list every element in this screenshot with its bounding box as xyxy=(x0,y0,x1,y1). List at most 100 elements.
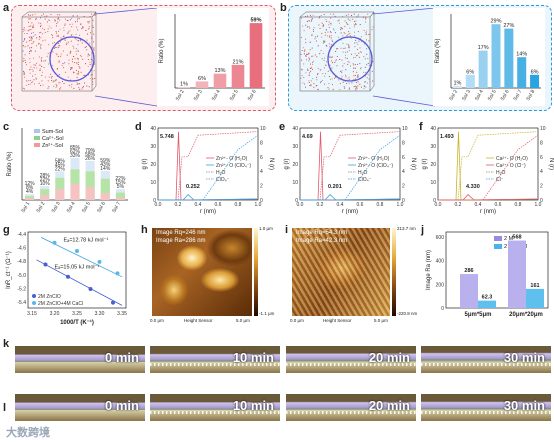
particle xyxy=(78,83,80,85)
particle xyxy=(32,14,34,16)
bar xyxy=(213,73,227,88)
particle xyxy=(85,46,87,48)
particle xyxy=(330,24,332,26)
legend-label: Sum-Sol xyxy=(42,129,63,135)
bar-2m xyxy=(460,274,478,308)
particle xyxy=(28,80,30,82)
sum-label: 58% xyxy=(55,158,66,164)
y-tick-label: 10 xyxy=(292,180,298,186)
y-axis-label-left: g (r) xyxy=(284,159,290,170)
particle xyxy=(311,63,314,65)
particle xyxy=(54,20,56,22)
particle xyxy=(43,60,45,62)
particle xyxy=(328,83,330,85)
particle xyxy=(57,68,59,70)
particle xyxy=(304,49,306,51)
particle xyxy=(316,76,318,78)
particle xyxy=(89,42,91,44)
particle xyxy=(350,14,353,16)
particle xyxy=(335,59,337,61)
particle xyxy=(348,50,351,52)
particle xyxy=(311,20,313,22)
afm-i-ra: Image Ra=42.3 nm xyxy=(296,238,348,244)
particle xyxy=(88,28,90,30)
simulation-box-a xyxy=(21,11,97,92)
right-tick-label: 2 xyxy=(402,184,405,190)
particle xyxy=(30,25,32,27)
particle xyxy=(38,43,40,45)
particle xyxy=(29,61,31,63)
sum-label: 28% xyxy=(40,173,51,179)
particle xyxy=(327,87,329,89)
particle xyxy=(71,26,73,28)
particle xyxy=(31,37,33,39)
particle xyxy=(363,85,365,87)
particle xyxy=(340,70,342,72)
particle xyxy=(52,37,54,39)
particle xyxy=(55,83,57,86)
particle xyxy=(71,61,74,63)
particle xyxy=(31,38,33,40)
bar-ca xyxy=(40,189,50,200)
particle xyxy=(92,19,94,21)
particle xyxy=(365,33,367,36)
particle xyxy=(74,62,76,64)
particle xyxy=(340,32,342,34)
legend-label: 2M ZnClO xyxy=(38,294,61,300)
bar xyxy=(491,24,501,88)
particle xyxy=(67,31,69,33)
legend-label: 2M ZnClO+4M CaCl xyxy=(38,301,83,307)
y-axis-label-right: N (r) xyxy=(410,158,416,170)
particle xyxy=(305,24,307,26)
zn-label: 14% xyxy=(100,166,111,172)
particle xyxy=(40,45,42,47)
particle xyxy=(315,40,317,42)
particle xyxy=(326,61,328,63)
particle xyxy=(69,23,71,25)
particle xyxy=(343,32,345,34)
particle xyxy=(33,83,36,85)
particle xyxy=(42,84,44,86)
particle xyxy=(44,31,46,33)
particle xyxy=(312,55,314,57)
particle xyxy=(319,27,321,30)
particle xyxy=(39,64,41,66)
particle xyxy=(90,13,92,15)
particle xyxy=(24,29,26,31)
particle xyxy=(25,64,27,66)
particle xyxy=(86,39,88,41)
y-tick-label: 0 xyxy=(441,306,444,312)
particle xyxy=(363,71,365,73)
x-tick-label: 1.0 xyxy=(397,202,404,208)
particle xyxy=(29,58,31,60)
particle xyxy=(56,35,58,37)
particle xyxy=(27,21,30,23)
particle xyxy=(339,58,341,60)
particle xyxy=(347,33,349,36)
microscopy-strip-l-3: 20 min xyxy=(286,394,416,421)
particle xyxy=(347,44,349,46)
x-tick-label: Sol 6 xyxy=(96,201,107,214)
particle xyxy=(79,67,81,69)
particle xyxy=(303,53,305,55)
particle xyxy=(34,34,36,36)
x-tick-label: 3.35 xyxy=(117,311,127,317)
particle xyxy=(32,36,34,38)
chart-e: g (r) N (r)r (nm)0.0 0.2 0.4 0.6 0.8 1.0010203… xyxy=(284,126,416,215)
x-tick-label: Sol 8 xyxy=(525,89,536,102)
particle xyxy=(330,22,332,25)
particle xyxy=(354,46,356,48)
particle xyxy=(344,57,347,59)
particle xyxy=(39,69,41,71)
y-axis-label-left: g (r) xyxy=(142,159,148,170)
particle xyxy=(344,87,346,89)
point-series-1 xyxy=(88,287,93,292)
particle xyxy=(310,16,312,18)
particle xyxy=(344,54,347,56)
particle xyxy=(337,20,339,22)
bar-ca xyxy=(100,178,110,200)
particle xyxy=(336,55,338,58)
particle xyxy=(324,40,326,42)
particle xyxy=(70,17,73,20)
x-tick-label: Sol 3 xyxy=(193,89,204,102)
